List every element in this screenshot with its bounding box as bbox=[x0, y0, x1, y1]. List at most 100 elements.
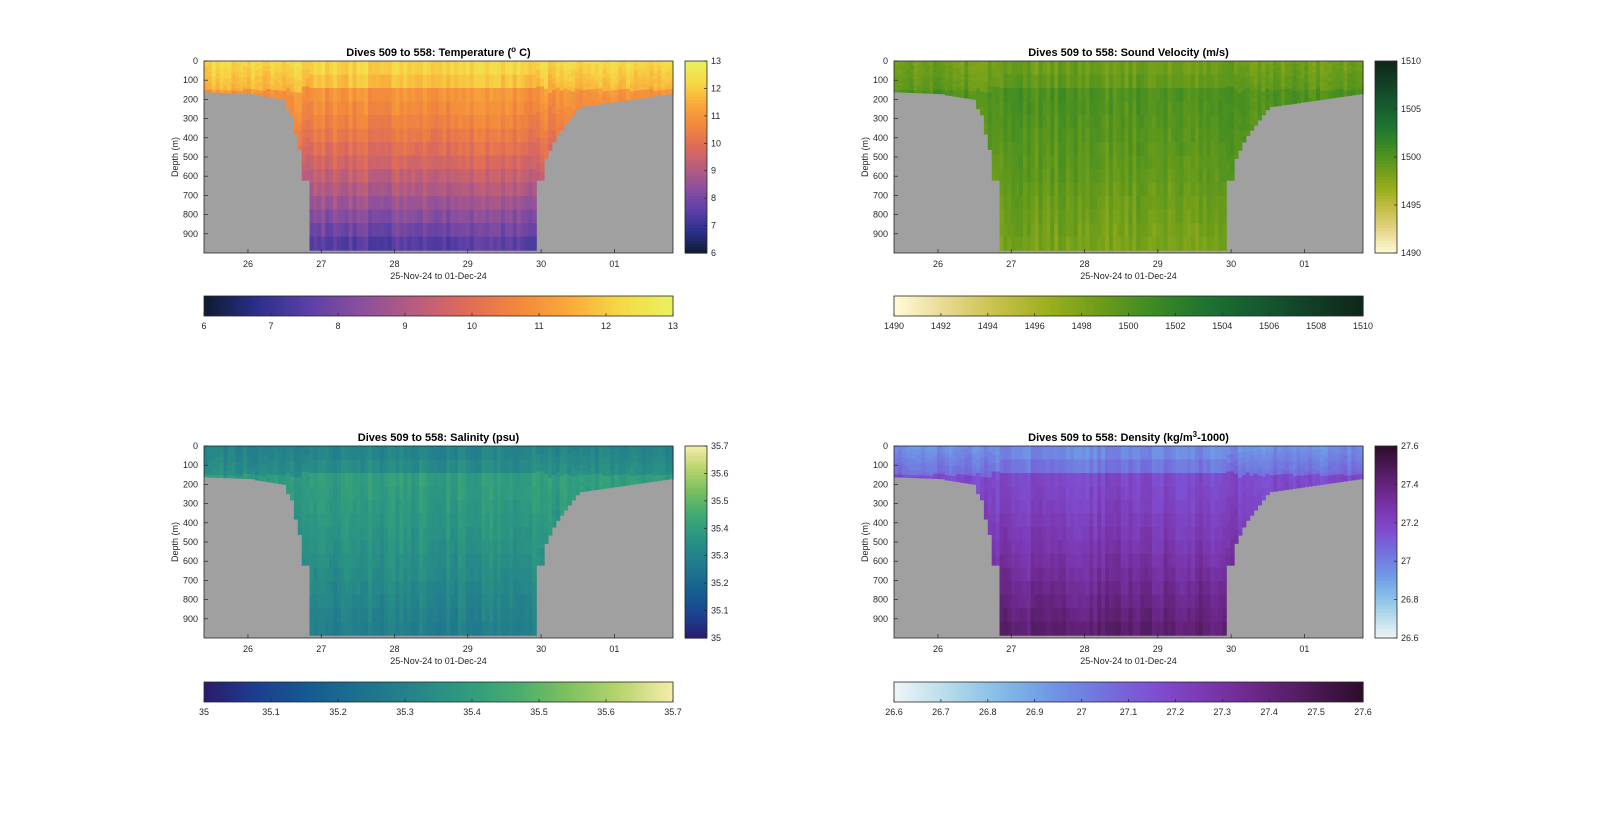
heatmap-cell bbox=[446, 61, 451, 76]
heatmap-cell bbox=[411, 115, 416, 130]
heatmap-cell bbox=[508, 621, 514, 636]
heatmap-cell bbox=[952, 73, 958, 77]
heatmap-cell bbox=[964, 82, 969, 86]
heatmap-cell bbox=[555, 103, 561, 110]
heatmap-cell bbox=[1304, 66, 1309, 71]
colorbar-bottom-segment bbox=[583, 296, 588, 316]
heatmap-cell bbox=[1163, 209, 1169, 224]
heatmap-cell bbox=[614, 66, 619, 71]
heatmap-cell bbox=[567, 65, 572, 71]
heatmap-cell bbox=[344, 473, 350, 488]
heatmap-cell bbox=[516, 223, 522, 238]
heatmap-cell bbox=[964, 71, 969, 75]
x-tick-label: 30 bbox=[1226, 259, 1236, 269]
heatmap-cell bbox=[266, 83, 272, 88]
heatmap-cell bbox=[995, 120, 1001, 130]
heatmap-cell bbox=[379, 473, 385, 488]
colorbar-bottom-segment bbox=[610, 296, 615, 316]
heatmap-cell bbox=[254, 77, 260, 81]
heatmap-cell bbox=[1116, 115, 1122, 130]
heatmap-cell bbox=[1300, 99, 1305, 103]
heatmap-cell bbox=[1198, 155, 1204, 170]
heatmap-cell bbox=[461, 473, 467, 488]
heatmap-cell bbox=[504, 513, 510, 528]
heatmap-cell bbox=[395, 486, 401, 501]
heatmap-cell bbox=[403, 500, 408, 515]
heatmap-cell bbox=[905, 65, 911, 69]
heatmap-cell bbox=[1234, 109, 1239, 118]
heatmap-cell bbox=[633, 90, 639, 94]
colorbar-bottom-segment bbox=[1273, 296, 1278, 316]
heatmap-cell bbox=[1163, 74, 1169, 89]
heatmap-cell bbox=[379, 594, 385, 609]
heatmap-cell bbox=[551, 72, 557, 79]
heatmap-cell bbox=[305, 86, 311, 96]
heatmap-cell bbox=[1050, 115, 1055, 130]
heatmap-cell bbox=[477, 223, 483, 238]
heatmap-cell bbox=[301, 556, 307, 566]
heatmap-cell bbox=[983, 71, 989, 78]
heatmap-cell bbox=[1296, 96, 1302, 101]
heatmap-cell bbox=[1124, 88, 1130, 103]
colorbar-bottom-segment bbox=[645, 296, 651, 316]
heatmap-cell bbox=[262, 461, 268, 465]
heatmap-cell bbox=[1159, 196, 1165, 211]
heatmap-cell bbox=[211, 468, 217, 472]
heatmap-cell bbox=[1277, 89, 1282, 94]
heatmap-cell bbox=[1191, 61, 1196, 76]
heatmap-cell bbox=[383, 61, 389, 76]
heatmap-cell bbox=[407, 554, 412, 569]
y-tick-label: 400 bbox=[873, 133, 888, 143]
heatmap-cell bbox=[1304, 89, 1309, 94]
heatmap-cell bbox=[999, 61, 1005, 76]
heatmap-cell bbox=[1015, 236, 1020, 251]
heatmap-cell bbox=[297, 490, 303, 498]
heatmap-cell bbox=[1323, 77, 1329, 81]
heatmap-cell bbox=[504, 88, 510, 103]
heatmap-cell bbox=[1187, 101, 1192, 116]
heatmap-cell bbox=[602, 64, 608, 68]
colorbar-bottom-segment bbox=[1265, 296, 1270, 316]
heatmap-cell bbox=[391, 608, 397, 623]
heatmap-cell bbox=[976, 95, 981, 100]
heatmap-cell bbox=[497, 527, 502, 542]
heatmap-cell bbox=[559, 115, 565, 121]
heatmap-cell bbox=[458, 567, 463, 582]
heatmap-cell bbox=[258, 448, 264, 452]
heatmap-cell bbox=[972, 77, 977, 81]
heatmap-cell bbox=[567, 107, 572, 113]
heatmap-cell bbox=[461, 581, 467, 596]
heatmap-cell bbox=[391, 155, 397, 170]
heatmap-cell bbox=[1335, 63, 1341, 67]
heatmap-cell bbox=[524, 128, 529, 143]
colorbar-bottom-segment bbox=[979, 296, 985, 316]
heatmap-cell bbox=[321, 223, 326, 238]
heatmap-cell bbox=[375, 169, 381, 184]
heatmap-cell bbox=[1206, 223, 1212, 238]
heatmap-cell bbox=[497, 101, 502, 116]
heatmap-cell bbox=[399, 608, 404, 623]
heatmap-cell bbox=[901, 76, 907, 80]
heatmap-cell bbox=[944, 80, 950, 84]
heatmap-cell bbox=[204, 85, 209, 88]
heatmap-cell bbox=[219, 468, 225, 472]
heatmap-cell bbox=[1183, 196, 1188, 211]
heatmap-cell bbox=[1124, 236, 1130, 251]
heatmap-cell bbox=[1085, 169, 1091, 184]
heatmap-cell bbox=[544, 116, 549, 125]
heatmap-cell bbox=[215, 67, 221, 71]
heatmap-cell bbox=[528, 101, 533, 116]
heatmap-cell bbox=[524, 236, 529, 251]
heatmap-cell bbox=[1245, 103, 1251, 110]
heatmap-cell bbox=[547, 131, 553, 138]
heatmap-cell bbox=[305, 163, 311, 173]
heatmap-cell bbox=[894, 80, 899, 84]
heatmap-cell bbox=[905, 87, 911, 91]
heatmap-cell bbox=[305, 488, 311, 498]
heatmap-cell bbox=[991, 129, 997, 139]
heatmap-cell bbox=[532, 209, 537, 224]
y-tick-label: 700 bbox=[183, 190, 198, 200]
heatmap-cell bbox=[250, 79, 256, 83]
heatmap-cell bbox=[1327, 95, 1333, 99]
heatmap-cell bbox=[215, 466, 221, 469]
